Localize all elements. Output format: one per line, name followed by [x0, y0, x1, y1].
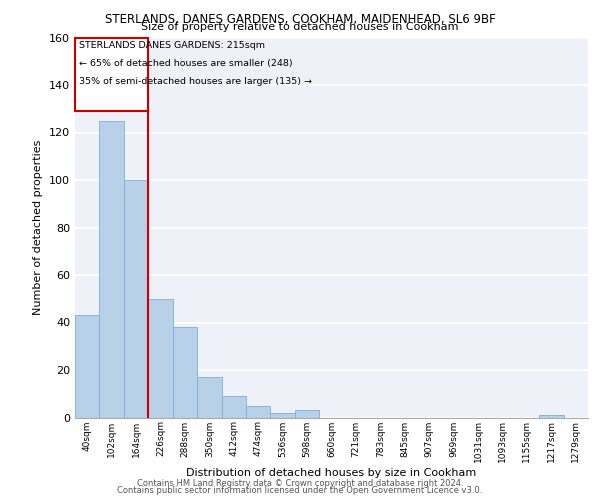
- Text: Contains public sector information licensed under the Open Government Licence v3: Contains public sector information licen…: [118, 486, 482, 495]
- Bar: [100, 120, 124, 418]
- Bar: [271, 413, 295, 418]
- Bar: [246, 406, 271, 417]
- Text: Contains HM Land Registry data © Crown copyright and database right 2024.: Contains HM Land Registry data © Crown c…: [137, 478, 463, 488]
- X-axis label: Distribution of detached houses by size in Cookham: Distribution of detached houses by size …: [187, 468, 476, 478]
- Bar: [148, 298, 173, 418]
- Bar: [124, 180, 148, 418]
- Text: STERLANDS, DANES GARDENS, COOKHAM, MAIDENHEAD, SL6 9BF: STERLANDS, DANES GARDENS, COOKHAM, MAIDE…: [104, 12, 496, 26]
- Y-axis label: Number of detached properties: Number of detached properties: [34, 140, 43, 315]
- Text: STERLANDS DANES GARDENS: 215sqm: STERLANDS DANES GARDENS: 215sqm: [79, 41, 265, 50]
- Bar: [221, 396, 246, 417]
- Bar: [75, 316, 100, 418]
- Bar: [173, 327, 197, 418]
- Text: ← 65% of detached houses are smaller (248): ← 65% of detached houses are smaller (24…: [79, 59, 292, 68]
- Text: Size of property relative to detached houses in Cookham: Size of property relative to detached ho…: [141, 22, 459, 32]
- Bar: [197, 377, 221, 418]
- FancyBboxPatch shape: [75, 38, 148, 111]
- Bar: [539, 415, 563, 418]
- Text: 35% of semi-detached houses are larger (135) →: 35% of semi-detached houses are larger (…: [79, 76, 311, 86]
- Bar: [295, 410, 319, 418]
